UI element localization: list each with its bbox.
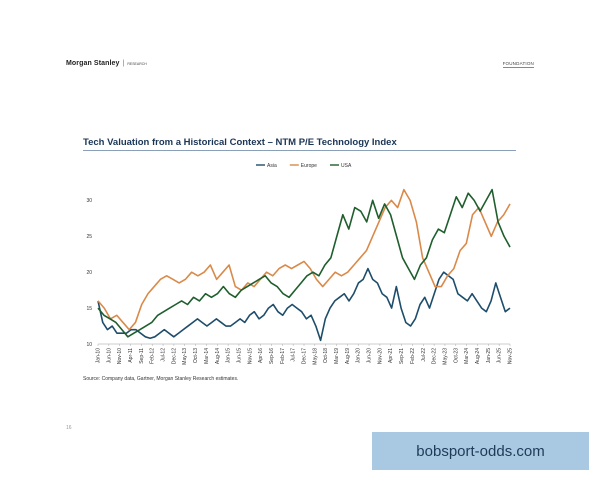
legend-label-usa: USA: [341, 163, 352, 169]
series-line-usa: [97, 188, 511, 338]
x-tick-label: Jun-20: [367, 348, 373, 364]
x-tick-label: Feb-17: [280, 348, 286, 364]
x-tick-label: Mar-24: [464, 348, 470, 364]
watermark: bobsport-odds.com: [372, 432, 589, 470]
x-tick-label: Jun-10: [106, 348, 112, 364]
x-tick-label: May-13: [182, 348, 188, 365]
title-rule: [83, 150, 516, 151]
brand-name: Morgan Stanley: [66, 60, 120, 67]
y-tick-label: 15: [86, 306, 92, 312]
x-tick-label: Jan-20: [356, 348, 362, 364]
x-tick-label: Jan-15: [226, 348, 232, 364]
x-tick-label: Mar-14: [204, 348, 210, 364]
x-tick-label: Jan-25: [486, 348, 492, 364]
x-tick-label: Sep-11: [139, 348, 145, 364]
y-tick-label: 10: [86, 342, 92, 348]
x-tick-label: Feb-12: [150, 348, 156, 364]
x-tick-label: Apr-16: [258, 348, 264, 363]
x-tick-label: Aug-24: [475, 348, 481, 364]
x-tick-label: Nov-25: [508, 348, 514, 364]
x-tick-label: May-18: [312, 348, 318, 365]
x-tick-label: Nov-10: [117, 348, 123, 364]
x-tick-label: Dec-22: [432, 348, 438, 364]
series-line-europe: [97, 188, 511, 331]
chart-source: Source: Company data, Gartner, Morgan St…: [83, 376, 239, 382]
y-tick-label: 30: [86, 198, 92, 204]
x-tick-label: Aug-14: [215, 348, 221, 364]
header-brand: Morgan Stanley | RESEARCH: [66, 60, 147, 67]
x-tick-label: Jul-12: [161, 348, 167, 362]
y-tick-label: 20: [86, 270, 92, 276]
x-tick-label: Sep-16: [269, 348, 275, 364]
y-tick-label: 25: [86, 234, 92, 240]
x-tick-label: May-23: [442, 348, 448, 365]
x-tick-label: Jun-25: [497, 348, 503, 364]
x-tick-label: Jan-10: [96, 348, 102, 364]
x-tick-label: Mar-19: [334, 348, 340, 364]
legend-label-europe: Europe: [301, 163, 317, 169]
x-tick-label: Apr-21: [388, 348, 394, 363]
series-line-asia: [97, 267, 511, 342]
x-tick-label: Jul-22: [421, 348, 427, 362]
x-tick-label: Feb-22: [410, 348, 416, 364]
chart-title: Tech Valuation from a Historical Context…: [83, 137, 397, 148]
x-tick-label: Sep-21: [399, 348, 405, 364]
page-number: 16: [66, 425, 72, 431]
brand-sub: RESEARCH: [127, 62, 147, 66]
x-tick-label: Oct-13: [193, 348, 199, 363]
legend-label-asia: Asia: [267, 163, 277, 169]
x-tick-label: Jun-15: [236, 348, 242, 364]
x-tick-label: Jul-17: [291, 348, 297, 362]
header-right-label: FOUNDATION: [502, 61, 534, 68]
x-tick-label: Oct-18: [323, 348, 329, 363]
x-tick-label: Dec-12: [171, 348, 177, 364]
x-tick-label: Nov-20: [377, 348, 383, 364]
x-tick-label: Nov-15: [247, 348, 253, 364]
x-tick-label: Dec-17: [302, 348, 308, 364]
x-tick-label: Apr-11: [128, 348, 134, 363]
brand-separator: |: [122, 60, 125, 67]
x-tick-label: Oct-23: [453, 348, 459, 363]
x-tick-label: Aug-19: [345, 348, 351, 364]
